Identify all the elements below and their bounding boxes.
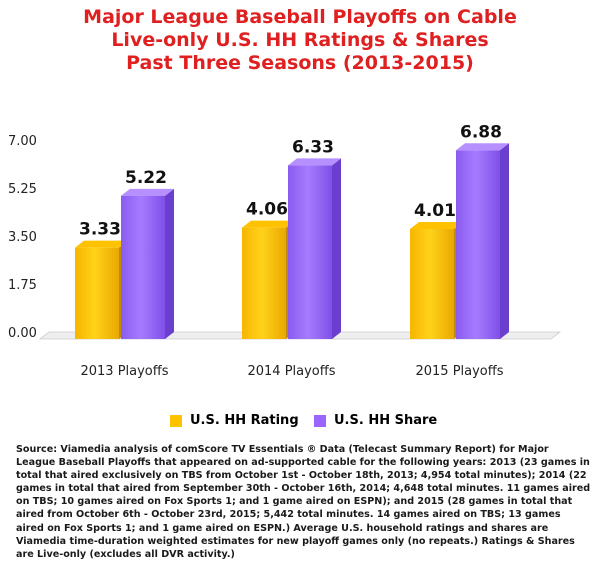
x-tick-label: 2013 Playoffs	[80, 364, 168, 379]
chart-title-line-3: Past Three Seasons (2013-2015)	[126, 52, 474, 74]
data-label: 6.88	[460, 122, 502, 142]
bar-share	[288, 165, 332, 339]
legend-label-share: U.S. HH Share	[334, 413, 438, 428]
legend-item-rating: U.S. HH Rating	[170, 413, 299, 428]
bar-side	[500, 143, 509, 339]
bar-share	[121, 195, 165, 339]
bar-top	[242, 220, 295, 228]
bar-side	[332, 158, 341, 339]
source-note: Source: Viamedia analysis of comScore TV…	[16, 444, 591, 560]
legend-label-rating: U.S. HH Rating	[190, 413, 299, 428]
y-tick-label: 3.50	[8, 230, 37, 245]
data-label: 4.01	[414, 201, 456, 221]
bar-rating	[75, 247, 119, 339]
y-tick-label: 0.00	[8, 326, 37, 341]
chart-title-line-2: Live-only U.S. HH Ratings & Shares	[111, 29, 489, 51]
y-tick-label: 7.00	[8, 134, 37, 149]
x-tick-label: 2015 Playoffs	[415, 364, 503, 379]
bar-top	[75, 240, 128, 248]
data-label: 3.33	[79, 220, 121, 240]
bar-rating	[410, 229, 454, 339]
chart-title-line-1: Major League Baseball Playoffs on Cable	[83, 6, 517, 28]
bar-top	[410, 222, 463, 230]
data-label: 4.06	[246, 200, 288, 220]
bar-top	[456, 143, 509, 151]
bar-chart: 7.00 5.25 3.50 1.75 0.00 2013 Playoffs 2014 Pl…	[8, 122, 562, 379]
legend-swatch-rating	[170, 414, 182, 427]
y-tick-label: 5.25	[8, 182, 37, 197]
data-label: 6.33	[292, 137, 334, 157]
bar-top	[288, 158, 341, 166]
bar-side	[165, 188, 174, 339]
x-tick-label: 2014 Playoffs	[247, 364, 335, 379]
chart-title: Major League Baseball Playoffs on Cable …	[0, 6, 600, 75]
bar-rating	[242, 227, 286, 339]
bar-top	[121, 188, 174, 196]
data-label: 5.22	[125, 168, 167, 188]
legend-item-share: U.S. HH Share	[314, 413, 437, 428]
bar-share	[456, 150, 500, 339]
legend-swatch-share	[314, 414, 326, 427]
chart-legend: U.S. HH Rating U.S. HH Share	[0, 413, 600, 433]
y-tick-label: 1.75	[8, 278, 37, 293]
